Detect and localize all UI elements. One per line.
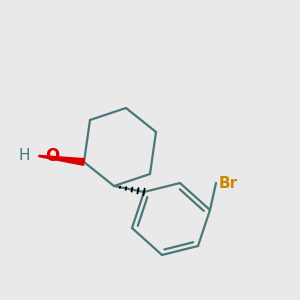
Text: Br: Br [219, 176, 238, 190]
Text: H: H [18, 148, 30, 164]
Polygon shape [39, 155, 84, 165]
Text: O: O [45, 147, 60, 165]
